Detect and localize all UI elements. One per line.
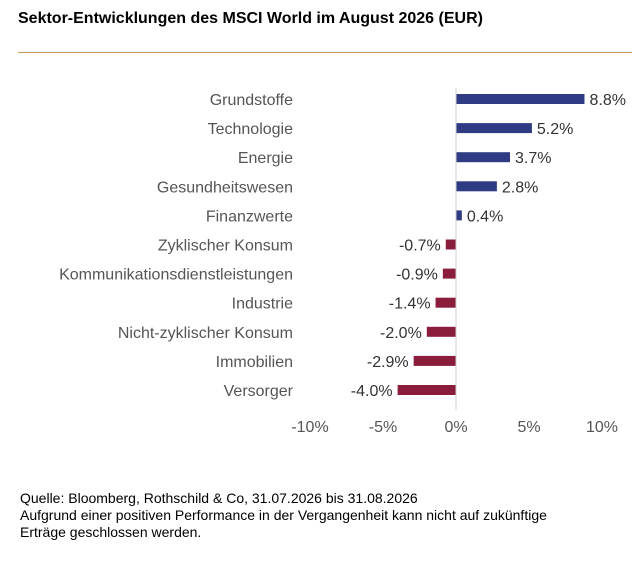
category-label-6: Kommunikationsdienstleistungen: [59, 267, 293, 284]
x-tick-label-4: 10%: [586, 419, 618, 436]
disclaimer-line-1: Aufgrund einer positiven Performance in …: [20, 507, 547, 523]
x-tick-label-0: -10%: [291, 419, 328, 436]
value-label-3: 2.8%: [502, 179, 538, 196]
chart-title: Sektor-Entwicklungen des MSCI World im A…: [18, 10, 483, 27]
value-label-4: 0.4%: [467, 208, 503, 225]
source-note: Quelle: Bloomberg, Rothschild & Co, 31.0…: [20, 490, 418, 506]
bar-9: [413, 355, 456, 366]
title-divider: [18, 52, 632, 53]
value-label-1: 5.2%: [537, 121, 573, 138]
bar-2: [456, 152, 511, 163]
value-label-2: 3.7%: [515, 150, 551, 167]
bar-4: [456, 210, 462, 221]
bar-10: [397, 385, 456, 395]
category-label-9: Immobilien: [216, 354, 293, 371]
x-tick-label-3: 5%: [517, 419, 540, 436]
category-label-7: Industrie: [232, 296, 293, 313]
category-label-4: Finanzwerte: [206, 208, 293, 225]
category-label-2: Energie: [238, 150, 293, 167]
value-label-9: -2.9%: [367, 354, 409, 371]
x-tick-label-2: 0%: [444, 419, 467, 436]
sector-bar-chart: Grundstoffe Technologie Energie Gesundheits…: [59, 88, 626, 436]
category-label-1: Technologie: [208, 121, 294, 138]
bar-6: [442, 268, 456, 279]
bar-3: [456, 181, 497, 192]
value-label-7: -1.4%: [389, 296, 431, 313]
category-label-8: Nicht-zyklischer Konsum: [118, 325, 293, 342]
bar-1: [456, 123, 532, 134]
footer: Quelle: Bloomberg, Rothschild & Co, 31.0…: [20, 490, 547, 541]
tick-labels-group: -10% -5% 0% 5% 10%: [291, 419, 618, 436]
value-label-10: -4.0%: [351, 383, 393, 400]
category-labels-group: Grundstoffe Technologie Energie Gesundheits…: [59, 92, 294, 400]
category-label-10: Versorger: [224, 383, 294, 400]
value-label-5: -0.7%: [399, 238, 441, 255]
bars-group: [397, 94, 585, 395]
bar-7: [435, 297, 456, 308]
disclaimer-line-2: Erträge geschlossen werden.: [20, 524, 202, 540]
value-label-0: 8.8%: [589, 92, 625, 109]
value-label-6: -0.9%: [396, 267, 438, 284]
value-labels-group: 8.8% 5.2% 3.7% 2.8% 0.4% -0.7% -0.9% -1.4% -2.0%…: [351, 92, 626, 400]
category-label-0: Grundstoffe: [210, 92, 293, 109]
value-label-8: -2.0%: [380, 325, 422, 342]
category-label-3: Gesundheitswesen: [157, 179, 293, 196]
category-label-5: Zyklischer Konsum: [158, 238, 293, 255]
bar-0: [456, 94, 585, 104]
x-tick-label-1: -5%: [369, 419, 397, 436]
bar-8: [426, 326, 456, 337]
bar-5: [445, 239, 456, 250]
